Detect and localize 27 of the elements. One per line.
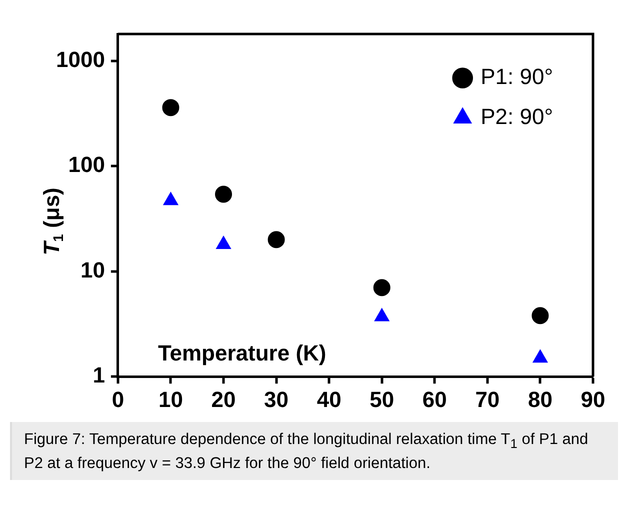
y-tick-label: 1	[92, 362, 105, 388]
x-tick-label: 10	[158, 386, 183, 412]
x-tick-label: 30	[264, 386, 289, 412]
point	[215, 186, 232, 203]
x-tick-label: 70	[475, 386, 500, 412]
x-tick-label: 50	[370, 386, 394, 412]
legend-label: P1: 90°	[480, 64, 554, 90]
y-axis-title: T1 (μs)	[39, 188, 66, 256]
x-tick-label: 0	[112, 386, 124, 412]
x-tick-label: 60	[422, 386, 447, 412]
y-tick-label: 100	[68, 152, 105, 178]
point	[163, 192, 178, 206]
point	[532, 350, 548, 363]
text: Figure 7: Temperature dependence of the longitudinal relaxation time T$_{1}$ of P1 and P2 at a frequency v = 33.9 GHz for the 90° field orientation.	[24, 431, 588, 472]
point	[373, 279, 390, 296]
point	[162, 99, 180, 116]
point	[374, 308, 390, 322]
legend-label: P2: 90°	[480, 104, 554, 130]
point	[216, 236, 231, 249]
y-tick-label: 1000	[56, 46, 105, 72]
x-tick-label: 80	[528, 386, 552, 412]
x-tick-label: 40	[316, 386, 342, 412]
x-tick-label: 20	[211, 386, 236, 412]
y-tick-label: 10	[80, 257, 105, 282]
x-axis-title: Temperature (K)	[158, 340, 326, 366]
x-tick-label: 90	[580, 386, 606, 412]
point	[268, 231, 285, 248]
